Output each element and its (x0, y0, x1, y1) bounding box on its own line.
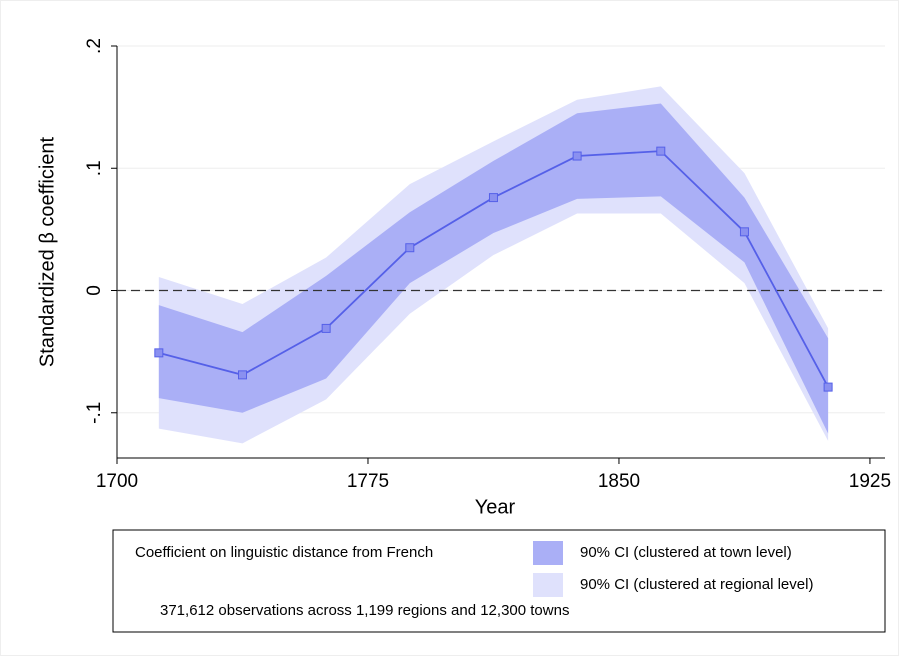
marker (823, 382, 833, 392)
marker (321, 323, 331, 333)
y-tick-label: .2 (84, 38, 105, 54)
legend-box (112, 529, 886, 633)
x-tick-label: 1700 (96, 471, 138, 492)
x-tick-label: 1850 (598, 471, 640, 492)
marker (739, 227, 749, 237)
legend-swatch (533, 541, 563, 565)
y-tick-label: 0 (84, 285, 105, 296)
x-tick-label: 1775 (347, 471, 389, 492)
legend-label: 90% CI (clustered at regional level) (580, 576, 813, 593)
marker (488, 193, 498, 203)
ci-band (158, 103, 829, 434)
marker (572, 151, 582, 161)
y-axis-title: Standardized β coefficient (36, 136, 58, 367)
x-tick-label: 1925 (849, 471, 891, 492)
x-axis-title: Year (475, 496, 516, 518)
y-tick-label: -.1 (84, 402, 105, 424)
marker (656, 146, 666, 156)
marker (237, 370, 247, 380)
marker (405, 243, 415, 253)
marker (154, 348, 164, 358)
y-tick-label: .1 (84, 160, 105, 176)
legend-swatch (533, 573, 563, 597)
legend-label: Coefficient on linguistic distance from … (135, 544, 433, 561)
note: 371,612 observations across 1,199 region… (160, 602, 569, 619)
legend-label: 90% CI (clustered at town level) (580, 544, 792, 561)
